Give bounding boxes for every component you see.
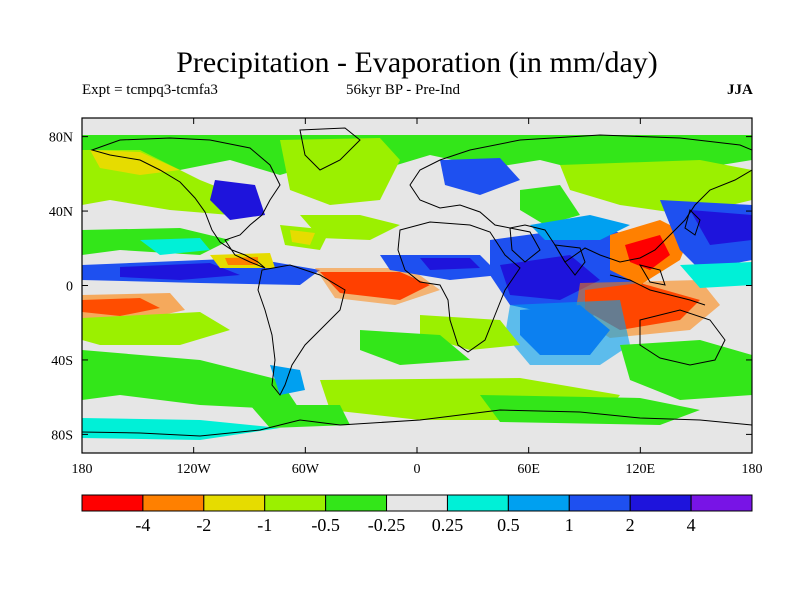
field-region bbox=[505, 300, 630, 365]
colorbar-swatch bbox=[386, 494, 448, 512]
y-tick-label: 80S bbox=[51, 428, 73, 443]
coastlines bbox=[82, 127, 752, 437]
y-tick-label: 80N bbox=[49, 131, 73, 146]
coastline bbox=[299, 127, 361, 171]
field-region bbox=[82, 350, 300, 410]
field-region bbox=[82, 293, 185, 320]
colorbar-label: 1 bbox=[565, 515, 574, 535]
field-region bbox=[530, 215, 630, 240]
map-title: Precipitation - Evaporation (in mm/day) bbox=[176, 46, 658, 79]
colorbar-swatch bbox=[203, 494, 266, 512]
colorbar-label: 0.25 bbox=[432, 515, 464, 535]
field-region bbox=[140, 238, 210, 255]
coastline bbox=[82, 409, 752, 437]
field-region bbox=[480, 395, 700, 425]
colorbar-label: -2 bbox=[196, 515, 211, 535]
x-tick-label: 180 bbox=[742, 462, 763, 477]
colorbar: -4 -2 -1 -0.5 -0.25 0.25 0.5 1 2 4 bbox=[81, 494, 753, 535]
field-region bbox=[82, 418, 280, 440]
colorbar-swatch bbox=[690, 494, 753, 512]
field-region bbox=[620, 340, 752, 400]
field-region bbox=[290, 230, 315, 245]
coastline bbox=[509, 227, 541, 263]
field-region bbox=[625, 235, 670, 270]
x-tick-label: 180 bbox=[72, 462, 93, 477]
field-region bbox=[520, 185, 580, 225]
colorbar-label: 0.5 bbox=[497, 515, 520, 535]
coastline bbox=[257, 264, 346, 396]
colorbar-label: 2 bbox=[626, 515, 635, 535]
x-tick-label: 60E bbox=[517, 462, 540, 477]
colorbar-label: -0.25 bbox=[368, 515, 406, 535]
x-tick-label: 120W bbox=[177, 462, 212, 477]
colorbar-label: -4 bbox=[135, 515, 150, 535]
colorbar-label: -0.5 bbox=[311, 515, 340, 535]
field-region bbox=[120, 263, 240, 280]
field-region bbox=[420, 258, 480, 270]
colorbar-swatch bbox=[507, 494, 570, 512]
x-tick-label: 120E bbox=[626, 462, 656, 477]
field-region bbox=[360, 330, 470, 365]
y-tick-label: 40N bbox=[49, 205, 73, 220]
coastline bbox=[609, 274, 706, 306]
coastline bbox=[554, 244, 586, 276]
field-region bbox=[270, 365, 305, 395]
colorbar-swatch bbox=[264, 494, 327, 512]
field-region bbox=[440, 158, 520, 195]
colorbar-label: 4 bbox=[687, 515, 696, 535]
colorbar-swatch bbox=[629, 494, 692, 512]
field-region bbox=[82, 312, 230, 345]
colorbar-label: -1 bbox=[257, 515, 272, 535]
x-tick-label: 0 bbox=[414, 462, 421, 477]
axis-ticks: 180 120W 60W 0 60E 120E 180 80N 40N 0 40S 80S bbox=[49, 118, 763, 477]
season-label: JJA bbox=[727, 82, 753, 98]
colorbar-swatch bbox=[142, 494, 205, 512]
coastline bbox=[90, 137, 281, 269]
colorbar-swatch bbox=[568, 494, 631, 512]
field-region bbox=[560, 160, 752, 215]
field-region bbox=[690, 210, 752, 245]
field-layer bbox=[82, 135, 752, 440]
field-region bbox=[680, 262, 752, 288]
experiment-label: Expt = tcmpq3-tcmfa3 bbox=[82, 82, 218, 98]
colorbar-swatch bbox=[325, 494, 388, 512]
field-region bbox=[250, 405, 350, 428]
coastline bbox=[684, 209, 701, 236]
field-region bbox=[315, 268, 440, 305]
period-label: 56kyr BP - Pre-Ind bbox=[346, 82, 461, 98]
y-tick-label: 0 bbox=[66, 280, 73, 295]
colorbar-swatch bbox=[446, 494, 509, 512]
field-region bbox=[500, 255, 600, 300]
y-tick-label: 40S bbox=[51, 354, 73, 369]
colorbar-swatch bbox=[81, 494, 144, 512]
field-region bbox=[225, 257, 258, 265]
field-region bbox=[210, 180, 265, 220]
field-region bbox=[280, 138, 400, 205]
coastline bbox=[638, 264, 666, 286]
coastline bbox=[639, 309, 726, 366]
x-tick-label: 60W bbox=[292, 462, 320, 477]
coastline bbox=[397, 221, 521, 353]
